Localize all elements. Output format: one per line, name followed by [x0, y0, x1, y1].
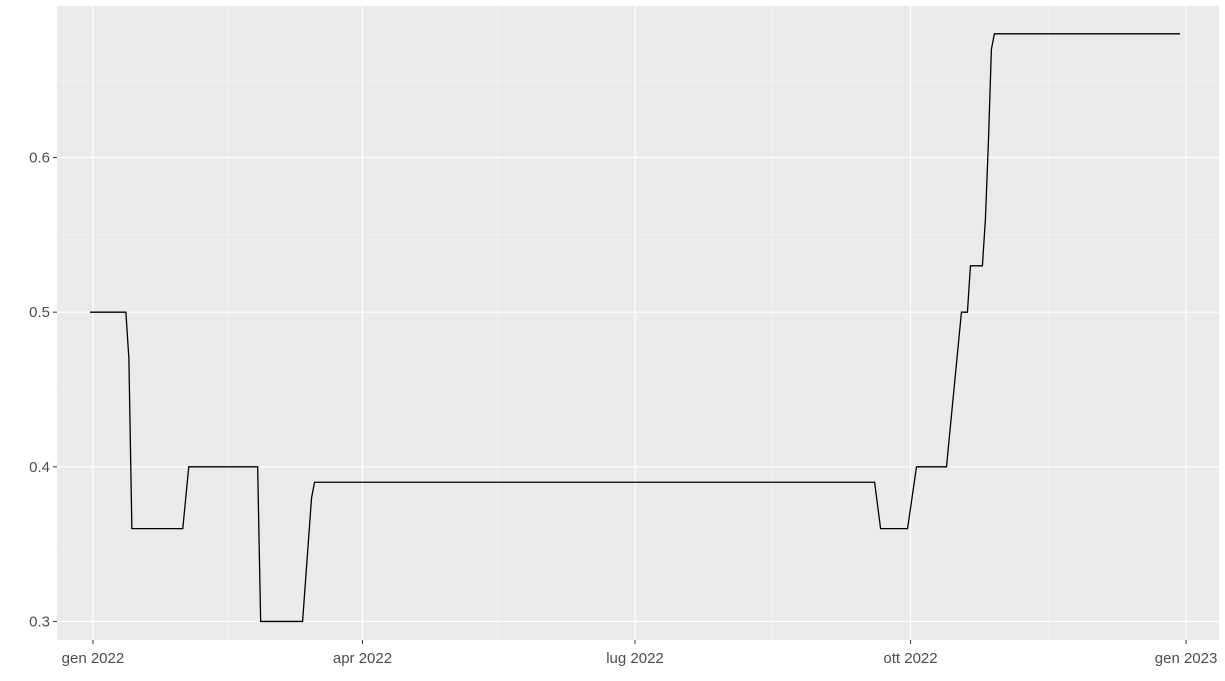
x-axis: gen 2022 apr 2022 lug 2022 ott 2022 gen 2023 — [62, 640, 1218, 667]
x-tick-label: apr 2022 — [333, 650, 392, 667]
grid-minor-x — [227, 6, 1049, 640]
x-tick-label: lug 2022 — [606, 650, 664, 667]
series-layer — [89, 33, 1181, 623]
y-tick-label: 0.3 — [29, 613, 50, 630]
grid-major-x — [92, 6, 1187, 640]
series-line — [89, 33, 1181, 623]
plot-panel — [57, 6, 1219, 640]
x-tick-label: gen 2022 — [62, 650, 125, 667]
x-tick-label: gen 2023 — [1155, 650, 1218, 667]
y-tick-label: 0.4 — [29, 459, 50, 476]
grid-minor-y — [57, 79, 1219, 545]
y-axis: 0.3 0.4 0.5 0.6 — [29, 150, 57, 630]
x-tick-label: ott 2022 — [883, 650, 937, 667]
y-tick-label: 0.6 — [29, 150, 50, 167]
y-tick-label: 0.5 — [29, 304, 50, 321]
